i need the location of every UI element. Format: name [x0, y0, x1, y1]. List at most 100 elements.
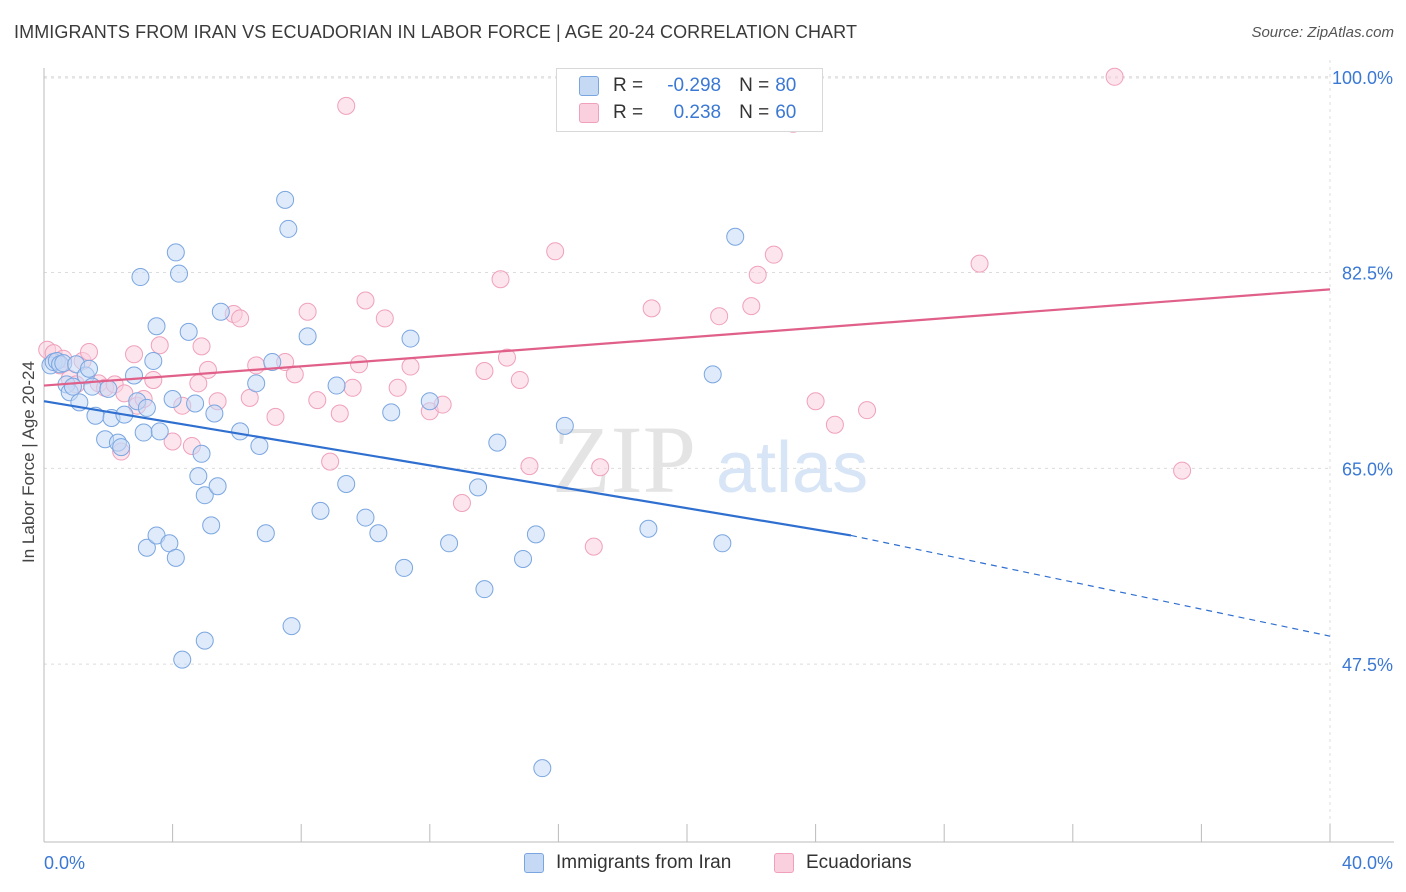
y-tick-label: 65.0%: [1342, 459, 1393, 479]
legend-item-iran: Immigrants from Iran: [524, 852, 731, 874]
iran-point: [247, 374, 266, 393]
legend-label-ecuador: Ecuadorians: [806, 852, 912, 873]
iran-point: [195, 486, 214, 505]
legend-swatch-iran: [579, 76, 599, 96]
iran-point: [137, 398, 156, 417]
ecuadorians-point: [192, 337, 211, 356]
iran-point: [131, 268, 150, 287]
iran-point: [369, 524, 388, 543]
y-tick-label: 100.0%: [1332, 68, 1393, 88]
iran-point: [382, 403, 401, 422]
iran-point: [211, 302, 230, 321]
ecuadorians-point: [970, 254, 989, 273]
iran-point: [134, 423, 153, 442]
iran-point: [713, 534, 732, 553]
iran-point: [80, 359, 99, 378]
ecuadorians-point: [298, 302, 317, 321]
legend-n-value-iran: 80: [775, 75, 797, 96]
iran-point: [533, 759, 552, 778]
ecuadorians-point: [497, 348, 516, 367]
ecuadorians-point: [858, 401, 877, 420]
ecuadorians-point: [520, 457, 539, 476]
iran-point: [192, 444, 211, 463]
legend-item-ecuador: Ecuadorians: [774, 852, 912, 874]
legend-r-label: R =: [613, 102, 644, 123]
ecuadorians-point: [247, 356, 266, 375]
iran-point: [703, 365, 722, 384]
ecuadorians-point: [825, 415, 844, 434]
iran-point: [150, 422, 169, 441]
ecuadorians-point: [285, 365, 304, 384]
legend-r-value-iran: -0.298: [667, 75, 722, 96]
iran-point: [256, 524, 275, 543]
iran-point: [112, 438, 131, 457]
iran-points: [41, 190, 745, 778]
legend-swatch-iran: [524, 853, 544, 873]
iran-point: [526, 525, 545, 544]
iran-point: [137, 538, 156, 557]
iran-point: [189, 467, 208, 486]
watermark: ZIP atlas: [552, 406, 868, 513]
iran-point: [395, 558, 414, 577]
iran-point: [469, 478, 488, 497]
ecuadorians-point: [198, 360, 217, 379]
legend-row-ecuador: R = 0.238 N = 60: [579, 102, 796, 124]
chart-title: IMMIGRANTS FROM IRAN VS ECUADORIAN IN LA…: [14, 22, 858, 42]
iran-trend-extension: [850, 534, 1331, 637]
ecuadorians-point: [546, 242, 565, 261]
iran-point: [420, 392, 439, 411]
ecuadorians-point: [163, 432, 182, 451]
iran-point: [279, 219, 298, 238]
iran-point: [166, 548, 185, 567]
ecuadorians-point: [1105, 67, 1124, 86]
iran-point: [327, 376, 346, 395]
ecuadorians-trend-line: [43, 288, 1331, 387]
ecuadorians-point: [321, 452, 340, 471]
iran-point: [147, 317, 166, 336]
iran-point: [337, 475, 356, 494]
iran-point: [726, 227, 745, 246]
iran-point: [298, 327, 317, 346]
ecuadorians-point: [806, 392, 825, 411]
iran-point: [555, 416, 574, 435]
legend-swatch-ecuador: [579, 103, 599, 123]
y-axis-label: In Labor Force | Age 20-24: [19, 361, 38, 563]
axis-labels: 47.5% 65.0% 82.5% 100.0% 0.0% 40.0% In Labor F…: [19, 68, 1393, 873]
ecuadorians-point: [356, 291, 375, 310]
x-tick-label: 40.0%: [1342, 853, 1393, 873]
ecuadorians-point: [491, 270, 510, 289]
ecuadorians-point: [350, 355, 369, 374]
ecuadorians-point: [150, 336, 169, 355]
iran-point: [202, 516, 221, 535]
ecuadorians-point: [231, 309, 250, 328]
x-tick-label: 0.0%: [44, 853, 85, 873]
ecuadorians-point: [375, 309, 394, 328]
iran-point: [475, 580, 494, 599]
iran-point: [356, 508, 375, 527]
ecuadorians-point: [742, 297, 761, 316]
iran-point: [170, 264, 189, 283]
ecuadorians-point: [401, 357, 420, 376]
iran-point: [205, 404, 224, 423]
iran-point: [144, 351, 163, 370]
ecuadorians-point: [343, 378, 362, 397]
ecuadorians-point: [452, 494, 471, 513]
ecuadorians-point: [308, 391, 327, 410]
iran-trend-line: [43, 400, 852, 537]
ecuadorians-point: [1173, 461, 1192, 480]
series-legend: Immigrants from Iran Ecuadorians: [0, 852, 1406, 878]
ecuadorians-point: [764, 245, 783, 264]
axes: [43, 68, 1394, 843]
source-label: Source: ZipAtlas.com: [1251, 24, 1394, 41]
iran-point: [282, 617, 301, 636]
y-tick-label: 47.5%: [1342, 655, 1393, 675]
iran-point: [440, 534, 459, 553]
ecuadorians-point: [80, 342, 99, 361]
iran-point: [186, 394, 205, 413]
iran-point: [179, 322, 198, 341]
ecuadorians-point: [388, 378, 407, 397]
legend-r-label: R =: [613, 75, 644, 96]
iran-point: [166, 243, 185, 262]
ecuadorians-point: [475, 362, 494, 381]
